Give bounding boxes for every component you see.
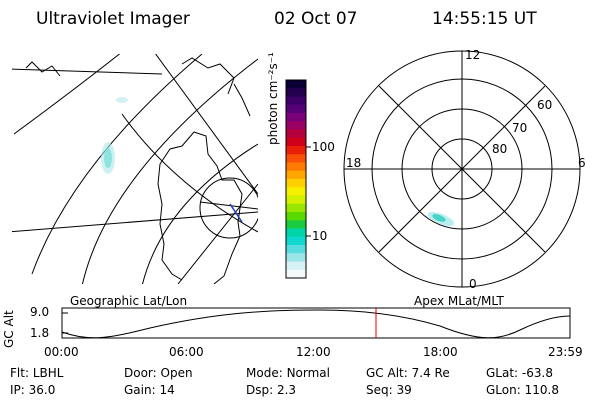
status-dsp: Dsp: 2.3 [246,383,297,397]
colorbar [285,79,311,279]
mlat-label-60: 60 [537,98,553,112]
mlat-label-80: 80 [492,142,508,156]
status-gc-alt: GC Alt: 7.4 Re [366,366,450,380]
orbit-xtick-2359: 23:59 [548,345,583,359]
mlt-label-18: 18 [346,156,362,170]
colorbar-cell [286,113,306,122]
colorbar-cell [286,253,306,262]
status-gain: Gain: 14 [124,383,175,397]
geographic-map [12,54,258,284]
colorbar-cell [286,220,306,229]
mlt-label-12: 12 [465,48,481,62]
orbit-xtick-1800: 18:00 [423,345,458,359]
colorbar-cell [286,236,306,246]
colorbar-cell [286,80,306,89]
colorbar-cell [286,146,306,155]
status-ip: IP: 36.0 [10,383,56,397]
date-label: 02 Oct 07 [274,9,358,29]
polar-map-caption: Apex MLat/MLT [414,294,504,308]
colorbar-cell [286,96,306,106]
geo-map-caption: Geographic Lat/Lon [70,294,188,308]
colorbar-cell [286,269,306,279]
orbit-ytick-1-8: 1.8 [30,326,50,340]
colorbar-cell [286,195,306,205]
status-mode: Mode: Normal [246,366,330,380]
status-seq: Seq: 39 [366,383,412,397]
colorbar-cell [286,104,306,114]
orbit-xtick-0000: 00:00 [44,345,79,359]
time-label: 14:55:15 UT [432,9,537,29]
mlt-label-6: 6 [578,156,586,170]
colorbar-cell [286,179,306,188]
orbit-ytick-9: 9.0 [30,305,50,319]
polar-map [343,50,581,288]
colorbar-cell [286,212,306,221]
mlt-label-0: 0 [469,277,477,291]
colorbar-cell [286,137,306,147]
colorbar-label: photon cm⁻²s⁻¹ [266,52,280,145]
colorbar-cell [286,187,306,196]
colorbar-tick-10: 10 [312,229,328,243]
orbit-axis-label: GC Alt [2,310,16,348]
status-glat: GLat: -63.8 [486,366,553,380]
colorbar-cell [286,88,306,97]
colorbar-cell [286,203,306,213]
orbit-altitude-plot [61,307,571,339]
instrument-title: Ultraviolet Imager [36,9,190,29]
colorbar-cell [286,170,306,180]
colorbar-tick-100: 100 [312,140,335,154]
orbit-xtick-0600: 06:00 [169,345,204,359]
status-flt: Flt: LBHL [10,366,64,380]
status-door: Door: Open [124,366,193,380]
colorbar-cell [286,228,306,238]
colorbar-cell [286,261,306,271]
status-glon: GLon: 110.8 [486,383,559,397]
orbit-xtick-1200: 12:00 [296,345,331,359]
colorbar-cell [286,162,306,172]
mlat-label-70: 70 [512,121,528,135]
colorbar-cell [286,129,306,139]
colorbar-cell [286,154,306,163]
colorbar-cell [286,245,306,254]
colorbar-cell [286,121,306,130]
